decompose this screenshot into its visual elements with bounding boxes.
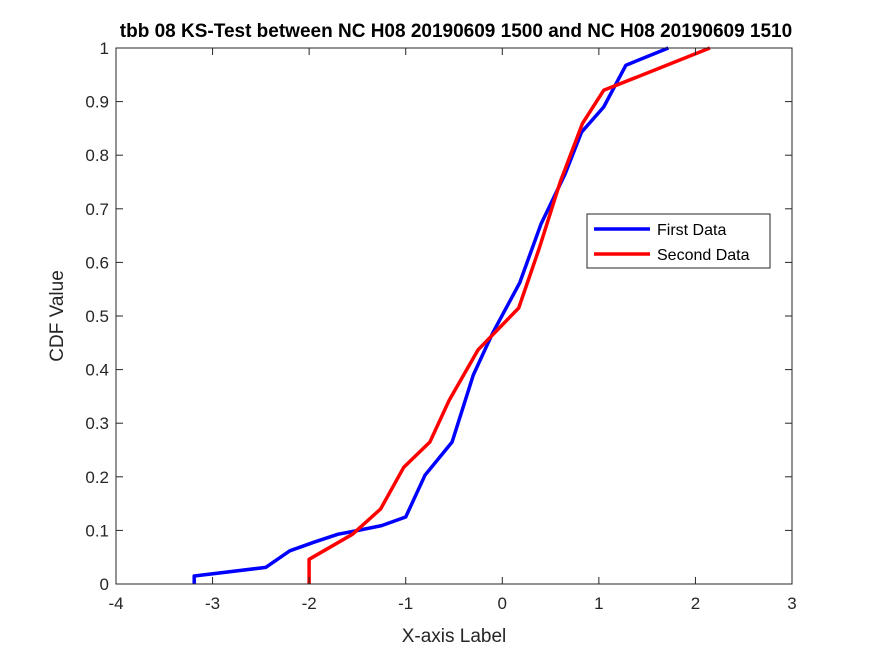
x-tick-label: -3 bbox=[205, 594, 220, 613]
x-tick-label: -1 bbox=[398, 594, 413, 613]
y-tick-label: 0.5 bbox=[85, 307, 109, 326]
series-layer bbox=[192, 46, 711, 584]
x-tick-label: 2 bbox=[691, 594, 700, 613]
y-tick-label: 0.2 bbox=[85, 468, 109, 487]
y-tick-label: 0.8 bbox=[85, 146, 109, 165]
y-tick-label: 0 bbox=[100, 575, 109, 594]
chart-title: tbb 08 KS-Test between NC H08 20190609 1… bbox=[120, 21, 792, 42]
y-tick-label: 0.3 bbox=[85, 414, 109, 433]
y-tick-label: 0.9 bbox=[85, 93, 109, 112]
series-line-2 bbox=[307, 46, 711, 584]
legend-box bbox=[586, 213, 771, 269]
x-ticks: -4 -3 -2 -1 0 1 2 3 bbox=[108, 48, 797, 613]
y-tick-label: 1 bbox=[100, 39, 109, 58]
legend-label-1: First Data bbox=[657, 222, 726, 239]
y-tick-label: 0.1 bbox=[85, 521, 109, 540]
y-tick-label: 0.7 bbox=[85, 200, 109, 219]
y-ticks: 0 0.1 0.2 0.3 0.4 0.5 0.6 0.7 0.8 0.9 1 bbox=[85, 39, 792, 594]
y-tick-label: 0.6 bbox=[85, 253, 109, 272]
legend: First Data Second Data bbox=[586, 213, 771, 269]
series-line-1 bbox=[192, 46, 670, 584]
x-tick-label: -2 bbox=[302, 594, 317, 613]
legend-label-2: Second Data bbox=[657, 247, 750, 264]
x-tick-label: 0 bbox=[498, 594, 507, 613]
plot-area bbox=[116, 48, 792, 584]
y-axis-label: CDF Value bbox=[47, 270, 68, 362]
x-tick-label: 3 bbox=[787, 594, 796, 613]
x-tick-label: -4 bbox=[108, 594, 123, 613]
y-tick-label: 0.4 bbox=[85, 361, 109, 380]
x-tick-label: 1 bbox=[594, 594, 603, 613]
x-axis-label: X-axis Label bbox=[402, 626, 507, 647]
